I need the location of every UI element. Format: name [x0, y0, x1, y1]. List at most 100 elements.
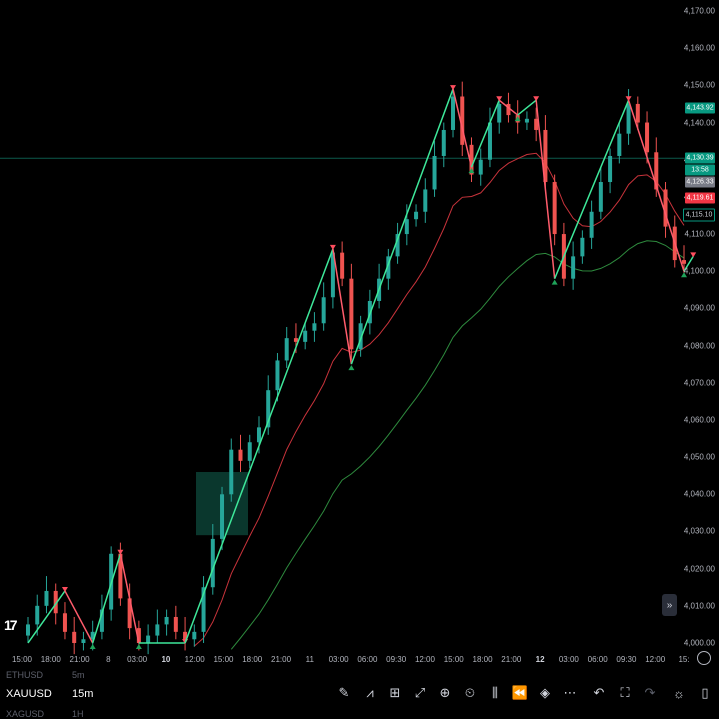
candle — [312, 323, 317, 331]
layers-icon[interactable]: ◈ — [540, 685, 550, 700]
candle — [256, 427, 261, 443]
price-chart[interactable] — [0, 0, 719, 665]
candle — [506, 103, 511, 116]
price-tick: 4,000.00 — [683, 638, 715, 648]
fullscreen-icon[interactable]: ⛶ — [620, 685, 630, 700]
sell-marker — [690, 252, 697, 258]
symbol-name: XAUUSD — [6, 688, 52, 700]
candle — [497, 103, 502, 123]
alert-icon[interactable]: ⏲ — [464, 685, 476, 700]
candle — [608, 155, 613, 183]
trend-segment — [452, 88, 473, 168]
buy-marker — [681, 272, 687, 278]
candle — [626, 103, 631, 134]
candle — [127, 598, 132, 629]
replay-icon[interactable]: ⏪ — [511, 685, 529, 700]
candle — [580, 237, 585, 257]
candle — [552, 182, 557, 235]
price-tick: 4,080.00 — [683, 341, 715, 351]
pencil-icon[interactable]: ✎ — [338, 685, 350, 700]
symbol-current[interactable]: XAUUSD 15m — [6, 688, 93, 700]
candle — [330, 252, 335, 298]
time-tick: 03:00 — [558, 655, 579, 664]
time-tick: 09:30 — [616, 655, 637, 664]
time-tick: 11 — [305, 655, 314, 664]
trend-segment — [27, 590, 66, 644]
lightbulb-icon[interactable]: ☼ — [673, 685, 685, 701]
trend-segment — [517, 99, 537, 116]
candle — [247, 442, 252, 461]
time-tick: 03:00 — [127, 655, 148, 664]
candle — [358, 323, 363, 350]
time-tick: 06:00 — [587, 655, 608, 664]
candle — [53, 590, 58, 614]
time-tick: 03:00 — [328, 655, 349, 664]
time-tick: 15:00 — [11, 655, 33, 664]
candle — [423, 189, 428, 212]
candle — [275, 360, 280, 391]
sell-marker — [450, 85, 457, 91]
time-tick: 18:00 — [242, 655, 263, 664]
trend-segment — [64, 590, 94, 644]
price-label: 4,130.39 — [685, 152, 715, 164]
tradingview-logo: 17 — [4, 617, 18, 633]
ma-slow-line — [230, 240, 685, 650]
candle — [238, 449, 243, 461]
candle — [44, 590, 49, 606]
trend-segment — [91, 553, 122, 644]
candle — [654, 152, 659, 190]
add-icon[interactable]: ⊕ — [439, 685, 451, 700]
candle — [451, 96, 456, 130]
sell-marker — [533, 96, 540, 102]
time-tick: 21:00 — [69, 655, 90, 664]
candle — [617, 133, 622, 156]
trendline-icon[interactable]: ⤢ — [414, 685, 426, 700]
candle — [210, 538, 215, 588]
time-tick: 15:00 — [213, 655, 234, 664]
symbol-below[interactable]: XAGUSD 1H — [6, 709, 84, 719]
price-tick: 4,050.00 — [683, 452, 715, 462]
sell-marker — [625, 96, 632, 102]
redo-icon[interactable]: ↷ — [644, 685, 656, 700]
candle — [487, 122, 492, 160]
candle — [266, 390, 271, 428]
more-icon[interactable]: ⋯ — [563, 685, 577, 700]
candles-icon[interactable]: ⫼ — [492, 685, 498, 700]
symbol-above[interactable]: ETHUSD 5m — [6, 670, 85, 680]
candle — [645, 122, 650, 153]
price-tick: 4,060.00 — [683, 415, 715, 425]
buy-marker — [468, 168, 475, 174]
price-label: 4,119.61 — [685, 192, 715, 204]
time-tick: 12:00 — [184, 655, 205, 664]
trend-segment — [350, 88, 454, 365]
gear-icon[interactable] — [697, 651, 711, 665]
candle — [441, 129, 446, 156]
grid-icon[interactable]: ⊞ — [389, 685, 401, 700]
candle — [201, 587, 206, 632]
time-tick: 18:00 — [40, 655, 61, 664]
price-tick: 4,110.00 — [684, 229, 715, 239]
indicators-icon[interactable]: ⩘ — [366, 685, 374, 700]
trend-segment — [498, 99, 519, 116]
candle — [386, 256, 391, 279]
sell-marker — [329, 244, 336, 250]
trend-segment — [535, 100, 556, 279]
candle — [534, 118, 539, 130]
candle — [146, 635, 151, 643]
expand-panel-button[interactable]: » — [662, 594, 677, 616]
undo-icon[interactable]: ↶ — [593, 685, 605, 700]
buy-marker — [514, 116, 521, 122]
candle — [682, 260, 686, 264]
candle — [414, 211, 419, 220]
price-tick: 4,040.00 — [683, 489, 715, 499]
price-tick: 4,100.00 — [683, 266, 715, 276]
candle — [524, 118, 529, 123]
candle — [284, 338, 289, 361]
candle — [229, 449, 234, 495]
time-tick: 06:00 — [357, 655, 378, 664]
price-tick: 4,150.00 — [683, 80, 715, 90]
trend-segment — [627, 99, 685, 272]
candle — [321, 297, 326, 324]
time-tick: 18:00 — [472, 655, 493, 664]
phone-icon[interactable]: ▯ — [701, 685, 709, 700]
